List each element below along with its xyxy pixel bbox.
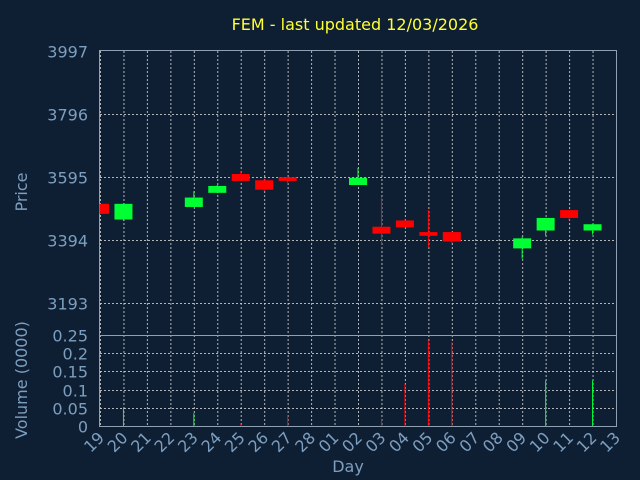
candle-body	[372, 226, 391, 234]
candle-body	[278, 177, 297, 181]
volume-plot-frame	[99, 335, 617, 427]
candles	[99, 167, 602, 259]
candle-body	[349, 177, 367, 185]
candle-body	[513, 238, 532, 249]
chart-title: FEM - last updated 12/03/2026	[232, 15, 479, 34]
candle-body	[583, 224, 602, 231]
candle-body	[184, 197, 203, 207]
price-tick-label: 3394	[47, 232, 88, 251]
candle-body	[442, 232, 461, 242]
x-axis-title: Day	[332, 457, 364, 476]
candle-body	[395, 220, 414, 228]
volume-tick-label: 0	[78, 418, 88, 437]
price-tick-labels: 3193 3394 3595 3796 3997	[47, 43, 88, 314]
price-tick-label: 3796	[47, 106, 88, 125]
candle-body	[100, 203, 109, 214]
volume-tick-label: 0.15	[52, 363, 88, 382]
volume-tick-label: 0.2	[63, 345, 88, 364]
candle-body	[255, 180, 274, 190]
candle-body	[208, 185, 227, 193]
volume-tick-label: 0.25	[52, 327, 88, 346]
volume-tick-label: 0.05	[52, 400, 88, 419]
candle-body	[114, 203, 133, 220]
volume-tick-label: 0.1	[63, 382, 88, 401]
price-tick-label: 3997	[47, 43, 88, 62]
volume-gridlines	[100, 335, 617, 426]
volume-tick-labels: 00.050.10.150.20.25	[52, 327, 88, 437]
price-gridlines	[100, 51, 617, 335]
volume-axis-title: Volume (0000)	[12, 321, 31, 439]
price-tick-label: 3193	[47, 295, 88, 314]
day-tick-label: 13	[596, 428, 624, 456]
price-axis-title: Price	[12, 172, 31, 211]
day-tick-labels: 1920212223242526272801020304050607080910…	[80, 428, 624, 456]
candle-body	[560, 210, 579, 218]
candle-body	[419, 232, 438, 236]
candle-body	[231, 174, 250, 181]
candle-body	[536, 217, 555, 231]
volume-bars	[122, 340, 594, 426]
price-tick-label: 3595	[47, 169, 88, 188]
